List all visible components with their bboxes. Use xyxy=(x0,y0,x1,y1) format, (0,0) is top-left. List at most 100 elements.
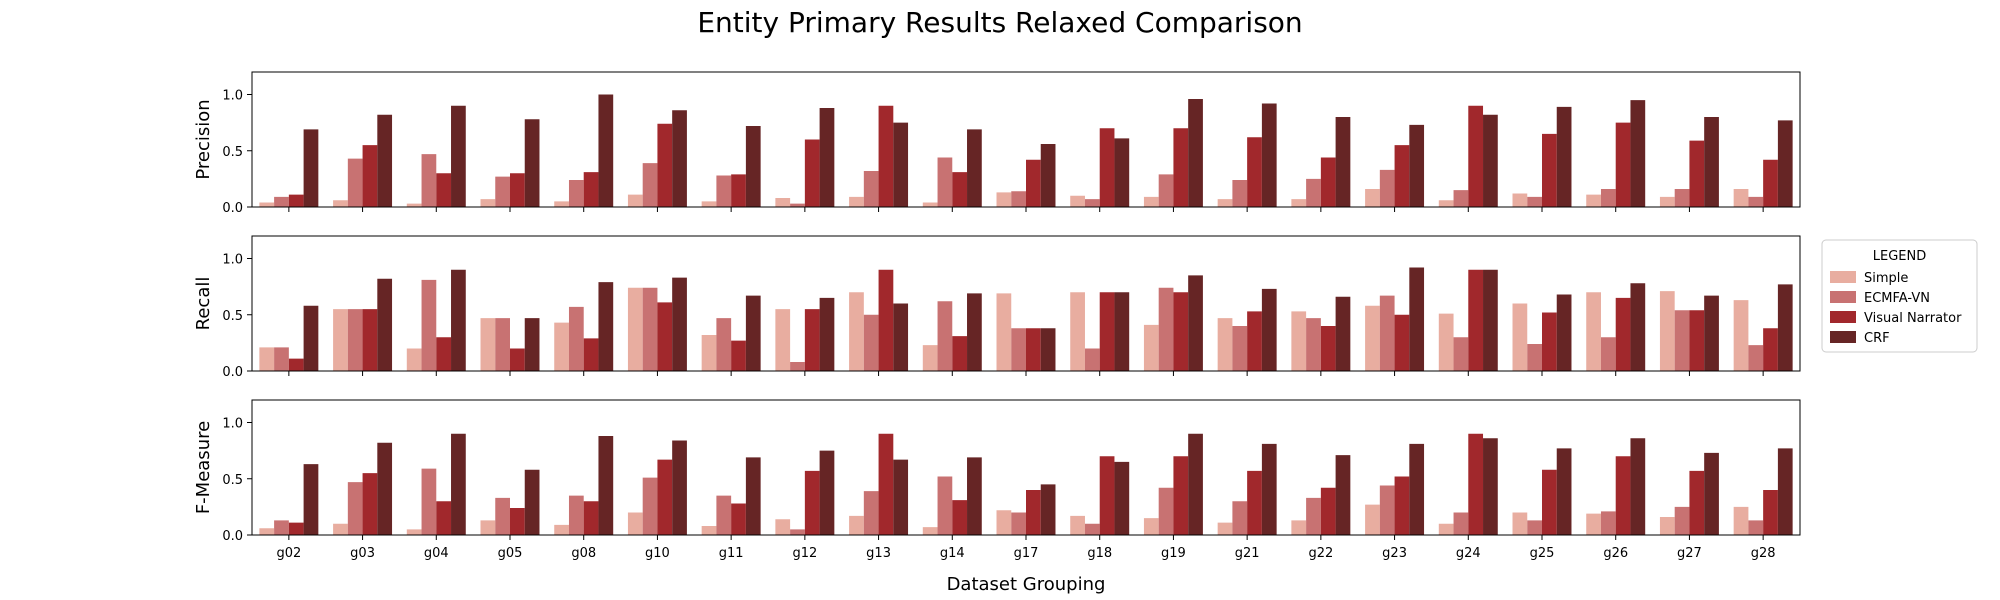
x-tick-label-g14: g14 xyxy=(940,546,965,561)
legend-label-ecmfa-vn: ECMFA-VN xyxy=(1864,291,1930,306)
bar-recall-crf-g19 xyxy=(1188,275,1203,372)
bar-f-measure-ecmfa-vn-g26 xyxy=(1600,511,1616,536)
panels-group: 0.0 0.5 1.0 Precision 0.0 0.5 1.0 Recall 0.0 0.5 1… xyxy=(193,71,1801,561)
bar-recall-ecmfa-vn-g02 xyxy=(274,347,289,372)
bar-f-measure-crf-g10 xyxy=(672,440,687,535)
bar-precision-ecmfa-vn-g26 xyxy=(1600,189,1616,207)
bar-f-measure-crf-g24 xyxy=(1483,438,1498,535)
bar-f-measure-visual-narrator-g25 xyxy=(1542,469,1557,535)
bar-precision-simple-g03 xyxy=(333,200,348,207)
chart-title: Entity Primary Results Relaxed Compariso… xyxy=(697,6,1302,39)
legend-swatch-crf xyxy=(1830,331,1856,343)
bar-precision-simple-g02 xyxy=(259,202,275,207)
bar-recall-visual-narrator-g08 xyxy=(583,338,599,372)
bar-recall-visual-narrator-g13 xyxy=(878,269,894,371)
bar-precision-visual-narrator-g26 xyxy=(1615,122,1631,208)
bar-precision-visual-narrator-g25 xyxy=(1542,133,1557,208)
bar-recall-crf-g25 xyxy=(1556,294,1572,371)
panel-precision: 0.0 0.5 1.0 Precision xyxy=(193,71,1801,216)
bar-precision-ecmfa-vn-g19 xyxy=(1158,174,1174,208)
bar-recall-simple-g03 xyxy=(333,309,348,372)
y-tick-label: 1.0 xyxy=(222,417,243,432)
bar-f-measure-simple-g21 xyxy=(1217,522,1233,536)
bar-f-measure-ecmfa-vn-g11 xyxy=(716,495,732,536)
bar-recall-crf-g11 xyxy=(745,295,761,372)
bar-recall-ecmfa-vn-g25 xyxy=(1527,344,1542,371)
y-tick-label: 0.0 xyxy=(222,201,243,216)
x-tick-label-g23: g23 xyxy=(1382,546,1407,561)
bar-precision-visual-narrator-g10 xyxy=(657,123,673,207)
bar-precision-crf-g24 xyxy=(1483,114,1498,207)
bar-precision-visual-narrator-g13 xyxy=(878,105,894,207)
legend-title: LEGEND xyxy=(1873,249,1926,264)
y-tick-label: 0.0 xyxy=(222,529,243,544)
x-tick-label-g04: g04 xyxy=(424,546,449,561)
bar-recall-simple-g11 xyxy=(701,335,717,371)
bar-recall-crf-g23 xyxy=(1409,267,1425,371)
bar-precision-ecmfa-vn-g22 xyxy=(1306,178,1321,208)
bar-precision-simple-g18 xyxy=(1070,195,1085,207)
bar-f-measure-simple-g23 xyxy=(1365,504,1380,536)
bar-precision-visual-narrator-g24 xyxy=(1468,105,1484,207)
bar-f-measure-ecmfa-vn-g04 xyxy=(421,468,437,536)
bar-precision-crf-g12 xyxy=(819,108,835,207)
bar-f-measure-crf-g17 xyxy=(1040,484,1056,536)
bar-precision-ecmfa-vn-g17 xyxy=(1011,191,1026,207)
bar-precision-crf-g21 xyxy=(1261,103,1277,207)
bar-precision-simple-g25 xyxy=(1512,193,1528,207)
x-tick-label-g25: g25 xyxy=(1530,546,1555,561)
bar-precision-simple-g28 xyxy=(1733,189,1749,207)
bar-recall-ecmfa-vn-g14 xyxy=(937,301,953,371)
bar-f-measure-simple-g17 xyxy=(996,510,1012,535)
bar-f-measure-crf-g22 xyxy=(1335,455,1351,536)
bar-f-measure-visual-narrator-g18 xyxy=(1099,456,1115,535)
bar-precision-crf-g10 xyxy=(672,110,687,207)
bar-f-measure-simple-g25 xyxy=(1512,512,1528,535)
bar-f-measure-visual-narrator-g12 xyxy=(804,470,820,536)
bar-precision-visual-narrator-g05 xyxy=(510,173,525,207)
bar-precision-crf-g18 xyxy=(1114,138,1130,208)
bar-precision-ecmfa-vn-g08 xyxy=(568,180,584,207)
bar-precision-ecmfa-vn-g28 xyxy=(1748,196,1764,208)
bar-precision-ecmfa-vn-g05 xyxy=(495,176,510,208)
bar-recall-simple-g17 xyxy=(996,293,1012,372)
bar-recall-ecmfa-vn-g18 xyxy=(1084,348,1100,371)
bar-f-measure-crf-g05 xyxy=(524,469,540,535)
bar-recall-ecmfa-vn-g03 xyxy=(347,309,363,372)
x-tick-label-g27: g27 xyxy=(1677,546,1702,561)
legend: LEGEND Simple ECMFA-VN Visual Narrator CRF xyxy=(1821,239,1978,353)
bar-f-measure-ecmfa-vn-g24 xyxy=(1453,512,1469,535)
bar-recall-simple-g10 xyxy=(627,287,643,371)
y-tick-label: 0.5 xyxy=(222,309,243,324)
bar-recall-ecmfa-vn-g27 xyxy=(1674,310,1690,371)
bar-f-measure-simple-g12 xyxy=(775,519,791,535)
bar-recall-visual-narrator-g05 xyxy=(510,348,525,371)
bar-recall-crf-g24 xyxy=(1483,269,1498,371)
bar-recall-simple-g08 xyxy=(554,322,569,372)
bar-precision-ecmfa-vn-g13 xyxy=(863,171,879,207)
bar-f-measure-ecmfa-vn-g27 xyxy=(1674,506,1690,536)
bar-f-measure-ecmfa-vn-g28 xyxy=(1748,520,1764,536)
y-tick-label: 1.0 xyxy=(222,89,243,104)
bar-recall-visual-narrator-g23 xyxy=(1394,314,1410,371)
bar-recall-simple-g14 xyxy=(922,345,938,372)
bar-f-measure-crf-g27 xyxy=(1704,452,1719,536)
bar-precision-visual-narrator-g12 xyxy=(804,139,820,207)
bar-precision-ecmfa-vn-g24 xyxy=(1453,190,1469,208)
bar-f-measure-simple-g18 xyxy=(1070,515,1085,536)
bar-precision-ecmfa-vn-g11 xyxy=(716,175,732,207)
bar-f-measure-ecmfa-vn-g18 xyxy=(1084,523,1100,535)
bar-f-measure-simple-g27 xyxy=(1659,517,1675,535)
bar-f-measure-simple-g14 xyxy=(922,527,938,536)
bar-precision-simple-g11 xyxy=(701,201,717,208)
bar-precision-ecmfa-vn-g27 xyxy=(1674,189,1690,207)
bar-f-measure-visual-narrator-g28 xyxy=(1763,490,1778,535)
x-tick-label-g19: g19 xyxy=(1161,546,1186,561)
bar-f-measure-visual-narrator-g17 xyxy=(1026,490,1041,535)
bar-precision-visual-narrator-g28 xyxy=(1763,159,1778,207)
bar-precision-crf-g05 xyxy=(524,119,540,207)
bar-recall-visual-narrator-g10 xyxy=(657,302,673,372)
bar-precision-simple-g19 xyxy=(1143,196,1159,208)
bar-f-measure-visual-narrator-g11 xyxy=(731,503,746,535)
